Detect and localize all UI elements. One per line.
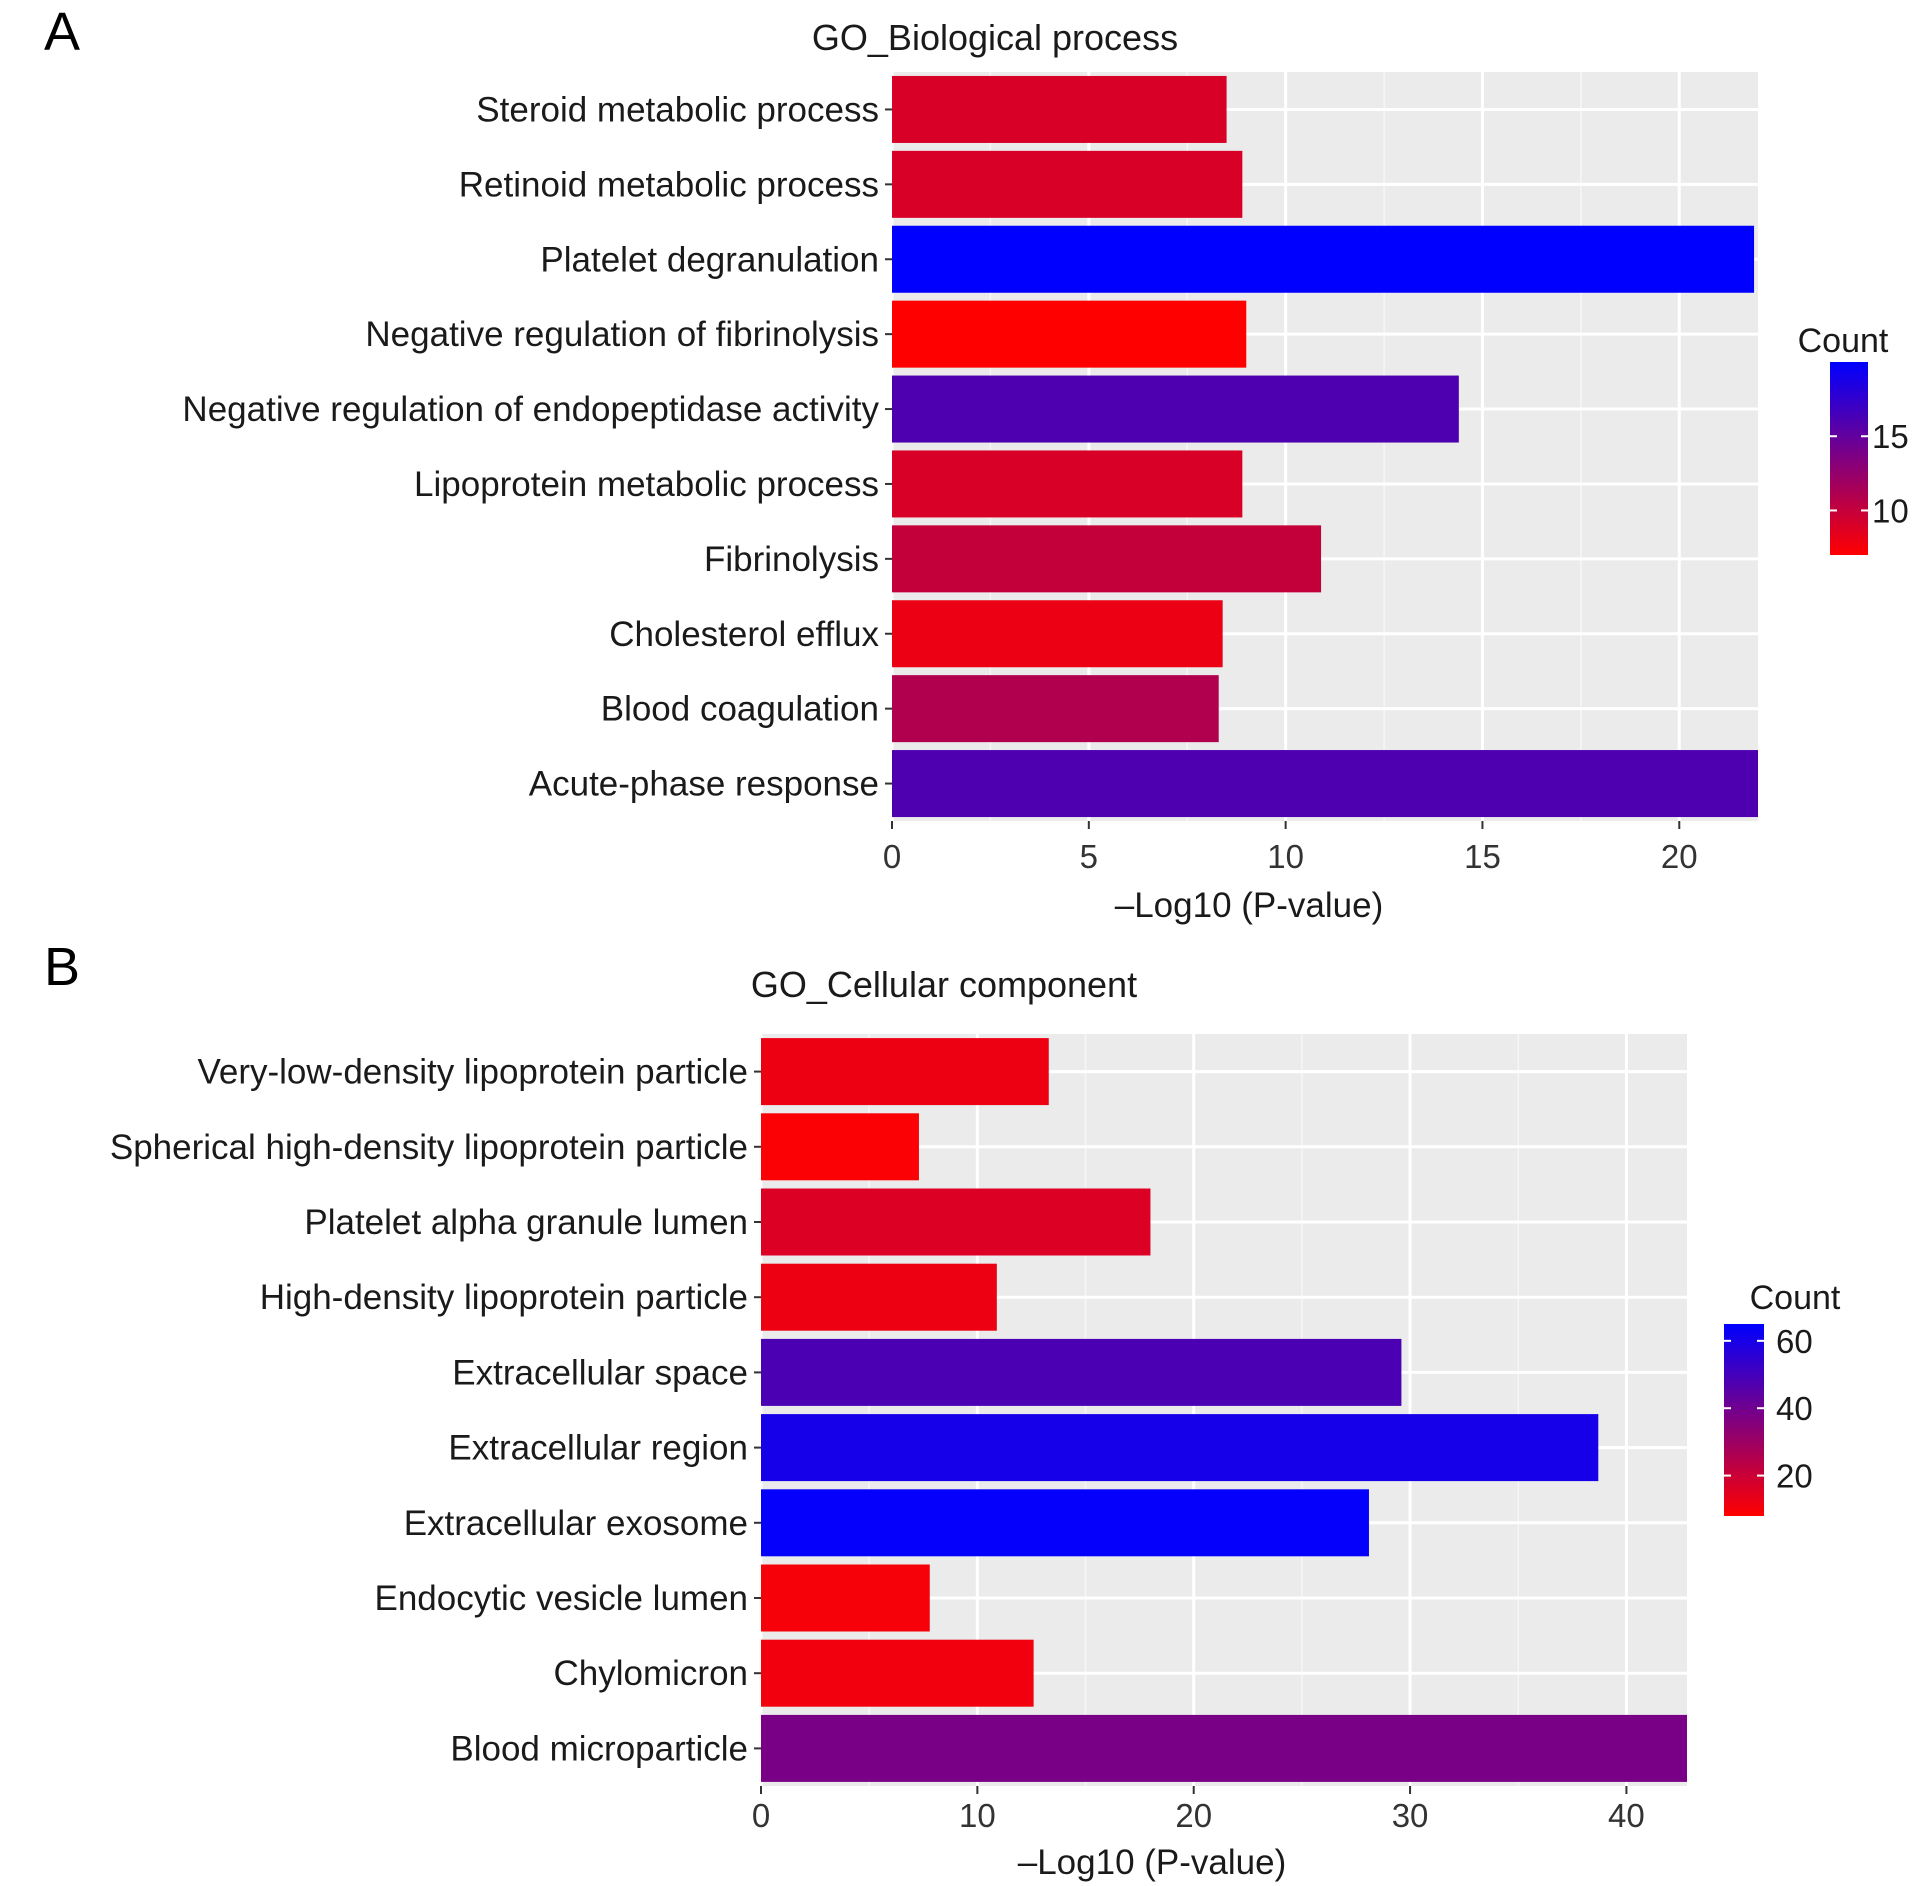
category-label: Extracellular space (452, 1353, 748, 1392)
bar (761, 1338, 1402, 1406)
category-label: Chylomicron (554, 1654, 749, 1693)
panel-a: A GO_Biological process Steroid metaboli… (44, 2, 1909, 925)
category-label: Negative regulation of fibrinolysis (365, 315, 879, 354)
x-tick-label: 20 (1661, 838, 1698, 875)
category-label: Extracellular exosome (404, 1504, 748, 1543)
x-tick-label: 5 (1080, 838, 1098, 875)
bar (761, 1564, 930, 1632)
chart-title: GO_Cellular component (751, 964, 1137, 1005)
x-tick-label: 0 (883, 838, 901, 875)
bar (892, 375, 1459, 443)
bar (892, 600, 1223, 668)
bar (761, 1263, 997, 1331)
category-label: Negative regulation of endopeptidase act… (182, 390, 879, 429)
legend-colorbar (1830, 362, 1868, 555)
bar (761, 1639, 1034, 1707)
category-label: Blood microparticle (450, 1729, 748, 1768)
chart-title: GO_Biological process (812, 17, 1178, 58)
x-tick-label: 15 (1464, 838, 1501, 875)
bar (892, 675, 1219, 743)
legend-title: Count (1750, 1279, 1841, 1317)
category-label: Endocytic vesicle lumen (375, 1579, 749, 1618)
category-label: Retinoid metabolic process (459, 165, 879, 204)
category-label: Blood coagulation (601, 690, 879, 729)
x-axis-title: –Log10 (P-value) (1018, 1843, 1287, 1882)
x-tick-label: 30 (1392, 1797, 1429, 1834)
category-label: Spherical high-density lipoprotein parti… (110, 1128, 748, 1167)
bar (761, 1714, 1687, 1782)
bar (892, 300, 1247, 368)
x-tick-label: 0 (752, 1797, 770, 1834)
legend-tick-label: 60 (1776, 1323, 1813, 1360)
color-legend: Count 20 40 60 (1724, 1279, 1841, 1516)
panel-label: A (44, 2, 80, 62)
category-label: Steroid metabolic process (476, 90, 879, 129)
bar (761, 1489, 1369, 1557)
category-label: Fibrinolysis (704, 540, 879, 579)
plot-area: Steroid metabolic process Retinoid metabo… (182, 72, 1758, 875)
category-label: Acute-phase response (529, 765, 879, 804)
x-tick-label: 20 (1175, 1797, 1212, 1834)
legend-tick-label: 15 (1872, 418, 1909, 455)
bar (761, 1188, 1151, 1256)
bar (892, 75, 1227, 143)
x-axis-title: –Log10 (P-value) (1115, 886, 1384, 925)
category-label: Extracellular region (448, 1429, 748, 1468)
panel-label: B (44, 937, 80, 997)
plot-area: Very-low-density lipoprotein particle Sph… (110, 1034, 1687, 1834)
category-label: Cholesterol efflux (609, 615, 879, 654)
bar (761, 1113, 919, 1181)
category-label: High-density lipoprotein particle (260, 1278, 748, 1317)
category-label: Lipoprotein metabolic process (414, 465, 879, 504)
category-label: Very-low-density lipoprotein particle (197, 1053, 748, 1092)
bar (892, 150, 1243, 218)
category-label: Platelet alpha granule lumen (304, 1203, 748, 1242)
category-label: Platelet degranulation (540, 240, 879, 279)
x-tick-label: 40 (1608, 1797, 1645, 1834)
x-tick-label: 10 (1267, 838, 1304, 875)
legend-tick-label: 40 (1776, 1390, 1813, 1427)
bar (761, 1038, 1049, 1106)
color-legend: Count 10 15 (1798, 322, 1909, 555)
legend-colorbar (1724, 1324, 1764, 1516)
legend-title: Count (1798, 322, 1889, 360)
legend-tick-label: 20 (1776, 1458, 1813, 1495)
bar (892, 525, 1322, 593)
legend-tick-label: 10 (1872, 492, 1909, 529)
bar (892, 450, 1243, 518)
bar (892, 225, 1755, 293)
bar (892, 750, 1758, 818)
panel-b: B GO_Cellular component Very-low-density… (44, 937, 1841, 1882)
bar (761, 1414, 1599, 1482)
x-tick-label: 10 (959, 1797, 996, 1834)
